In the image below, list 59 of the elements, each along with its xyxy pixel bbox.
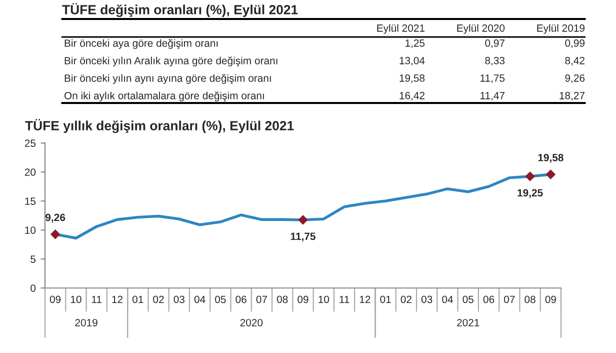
text: 8,33 [485, 56, 505, 66]
x-tick-label: 06 [483, 296, 494, 304]
text: 18,27 [560, 92, 584, 101]
x-tick-label: 07 [256, 296, 267, 304]
data-label: 19,25 [518, 189, 543, 198]
text: 9,26 [565, 74, 585, 84]
x-tick-label: 01 [380, 296, 391, 304]
x-tick-label: 08 [276, 296, 288, 304]
y-tick-label: 10 [25, 226, 36, 234]
y-tick-label: 15 [25, 198, 36, 205]
y-tick-label: 5 [30, 256, 36, 263]
text: Eylül 2021 [377, 24, 424, 34]
x-tick-label: 08 [524, 296, 536, 304]
text: Bir önceki aya göre değişim oranı [64, 39, 218, 49]
text: 13,04 [400, 56, 425, 66]
text: 8,42 [565, 56, 584, 66]
text: TÜFE değişim oranları (%), Eylül 2021 [62, 2, 298, 18]
text: Bir önceki yılın aynı ayına göre değişim oranı [64, 74, 271, 84]
x-tick-label: 09 [50, 296, 61, 304]
text: 2019 [75, 318, 98, 326]
text: Eylül 2020 [457, 24, 505, 34]
chart-title: TÜFE yıllık değişim oranları (%), Eylül 2021 [25, 118, 294, 134]
x-tick-label: 12 [360, 296, 370, 304]
text: 2020 [240, 318, 263, 326]
x-tick-label: 04 [194, 296, 206, 304]
x-tick-label: 10 [70, 296, 82, 304]
y-tick-label: 20 [24, 168, 36, 176]
x-tick-label: 11 [340, 296, 350, 304]
text: Eylül 2019 [537, 24, 585, 34]
x-tick-label: 02 [400, 296, 412, 304]
text: 11,47 [480, 92, 504, 101]
text: 11,75 [480, 74, 505, 84]
x-tick-label: 10 [318, 296, 330, 304]
text: On iki aylık ortalamalara göre değişim oranı [64, 92, 264, 102]
data-label: 19,58 [538, 154, 564, 163]
x-tick-label: 04 [442, 296, 453, 304]
x-tick-label: 12 [112, 296, 123, 304]
text: 2021 [457, 318, 480, 326]
x-tick-label: 05 [215, 296, 226, 304]
text: Bir önceki yılın Aralık ayına göre değişim oranı [64, 56, 278, 66]
y-tick-label: 25 [24, 140, 36, 147]
x-tick-label: 07 [504, 296, 515, 304]
x-tick-label: 09 [298, 296, 308, 304]
y-tick-label: 0 [30, 284, 36, 292]
x-tick-label: 09 [545, 296, 556, 304]
x-tick-label: 05 [462, 296, 474, 304]
x-tick-label: 02 [153, 296, 164, 304]
x-tick-label: 11 [92, 296, 102, 304]
text: 0,97 [485, 39, 504, 48]
x-tick-label: 03 [174, 296, 184, 304]
x-tick-label: 01 [132, 296, 144, 304]
text: 1,25 [406, 39, 425, 48]
data-label: 11,75 [290, 232, 316, 242]
x-tick-label: 03 [421, 296, 432, 304]
x-tick-label: 06 [236, 296, 246, 304]
text: 19,58 [400, 74, 425, 84]
text: 0,99 [565, 39, 585, 48]
data-label: 9,26 [46, 214, 66, 223]
text: 16,42 [400, 92, 424, 101]
